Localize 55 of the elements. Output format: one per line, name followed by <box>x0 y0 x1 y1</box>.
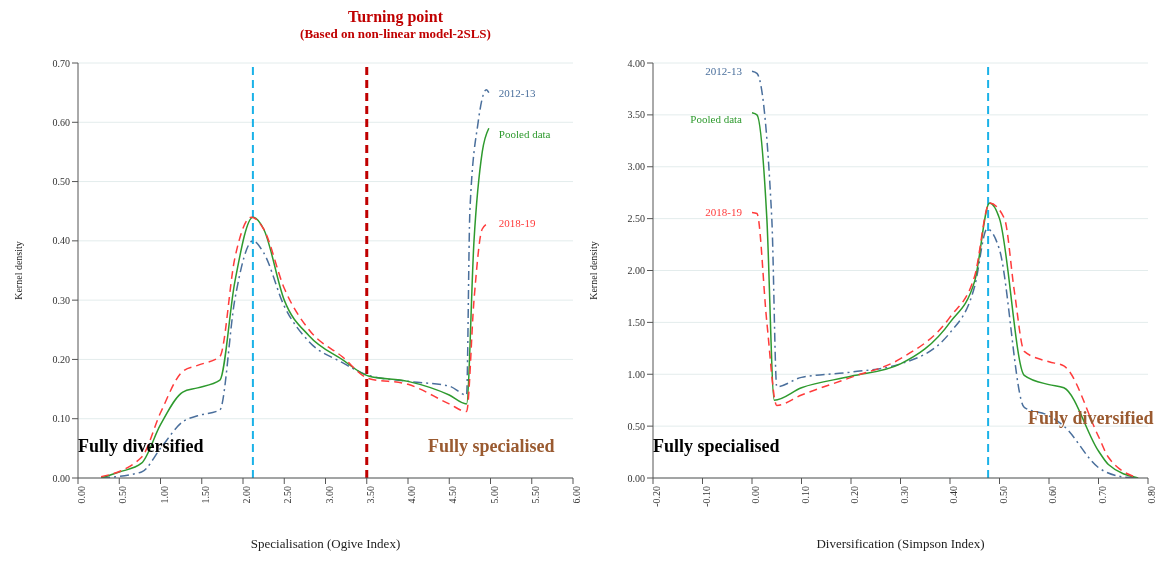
x-tick-label: 1.00 <box>158 486 170 504</box>
x-tick-label: 0.60 <box>1047 486 1059 504</box>
y-tick-label: 4.00 <box>627 57 645 69</box>
x-axis-title: Specialisation (Ogive Index) <box>250 536 401 551</box>
y-tick-label: 0.30 <box>52 294 70 306</box>
x-tick-label: 4.50 <box>447 486 459 504</box>
y-tick-label: 0.40 <box>52 235 70 247</box>
y-tick-label: 0.00 <box>52 472 70 484</box>
series-label: 2012-13 <box>705 65 743 78</box>
annotation: Fully specialised <box>653 436 780 457</box>
x-tick-label: 2.50 <box>282 486 294 504</box>
y-tick-label: 0.10 <box>52 413 70 425</box>
x-tick-label: 4.00 <box>406 486 418 504</box>
x-tick-label: 6.00 <box>571 486 583 504</box>
series-label: Pooled data <box>690 112 743 125</box>
x-tick-label: 0.00 <box>76 486 88 504</box>
x-tick-label: 0.50 <box>997 486 1009 504</box>
y-tick-label: 0.60 <box>52 116 70 128</box>
y-tick-label: 0.70 <box>52 57 70 69</box>
x-tick-label: 5.50 <box>529 486 541 504</box>
chart-subtitle: (Based on non-linear model-2SLS) <box>299 26 492 42</box>
x-tick-label: 0.20 <box>849 486 861 504</box>
x-tick-label: 0.70 <box>1096 486 1108 504</box>
x-tick-label: 3.50 <box>364 486 376 504</box>
series-label: 2018-19 <box>498 217 537 230</box>
x-tick-label: -0.20 <box>651 486 663 507</box>
x-axis-title: Diversification (Simpson Index) <box>816 536 985 551</box>
x-tick-label: 2.00 <box>241 486 253 504</box>
x-tick-label: -0.10 <box>700 486 712 507</box>
x-tick-label: 0.80 <box>1146 486 1158 504</box>
y-tick-label: 0.50 <box>627 420 645 432</box>
x-tick-label: 0.00 <box>750 486 762 504</box>
series-label: 2012-13 <box>498 86 537 99</box>
y-axis-title: Kernel density <box>587 241 599 300</box>
y-tick-label: 1.50 <box>627 316 645 328</box>
y-tick-label: 0.00 <box>627 472 645 484</box>
x-tick-label: 5.00 <box>488 486 500 504</box>
x-tick-label: 0.50 <box>117 486 129 504</box>
y-tick-label: 0.50 <box>52 176 70 188</box>
x-tick-label: 1.50 <box>199 486 211 504</box>
y-tick-label: 3.00 <box>627 161 645 173</box>
y-axis-title: Kernel density <box>12 241 24 300</box>
y-tick-label: 0.20 <box>52 353 70 365</box>
series-label: Pooled data <box>498 128 551 141</box>
y-tick-label: 1.00 <box>627 368 645 380</box>
series-label: 2018-19 <box>705 206 743 219</box>
x-tick-label: 0.40 <box>948 486 960 504</box>
y-tick-label: 2.50 <box>627 213 645 225</box>
chart-title: Turning point <box>347 8 444 26</box>
annotation: Fully specialised <box>428 436 555 457</box>
y-tick-label: 3.50 <box>627 109 645 121</box>
x-tick-label: 3.00 <box>323 486 335 504</box>
y-tick-label: 2.00 <box>627 265 645 277</box>
x-tick-label: 0.30 <box>898 486 910 504</box>
x-tick-label: 0.10 <box>799 486 811 504</box>
